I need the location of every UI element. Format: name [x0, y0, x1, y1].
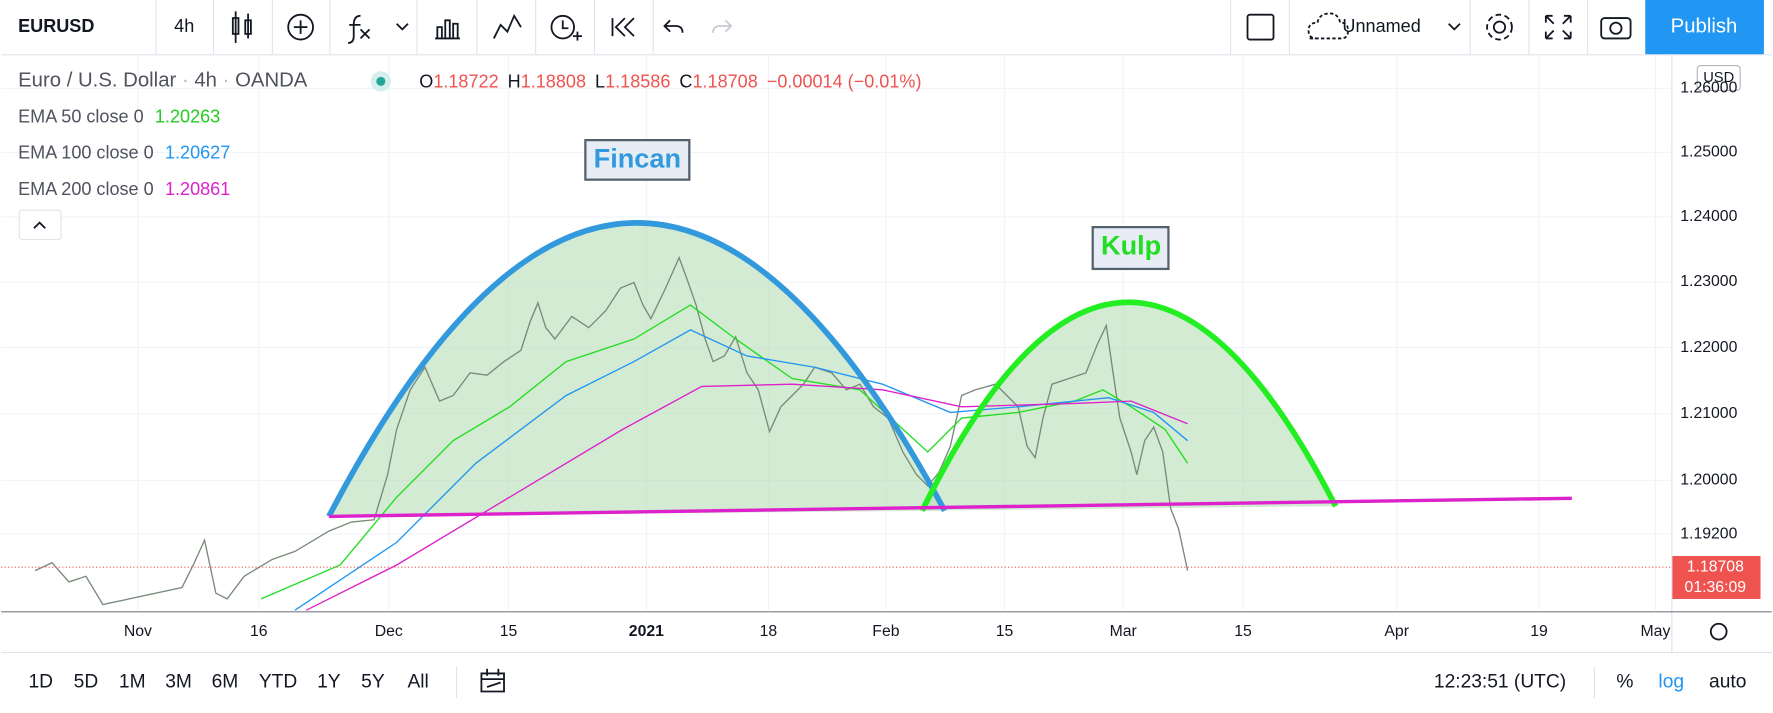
- chart-pane: Fincan Kulp Euro / U.S. Dollar · 4h · OA…: [1, 55, 1772, 652]
- change: −0.00014 (−0.01%): [767, 71, 922, 91]
- x-tick-label: Feb: [872, 623, 899, 640]
- y-tick-label: 1.24000: [1680, 208, 1737, 225]
- symbol[interactable]: EURUSD: [18, 16, 94, 36]
- annotation-box: [584, 138, 691, 181]
- x-tick-label: Apr: [1384, 623, 1409, 640]
- top-toolbar: EURUSD 4h Unnamed Publish: [1, 0, 1772, 56]
- x-tick-label: 15: [996, 623, 1014, 640]
- ohlc-label: O: [419, 71, 433, 91]
- range-button[interactable]: 3M: [165, 672, 192, 693]
- range-button[interactable]: 5D: [74, 672, 99, 693]
- indicator-name: EMA 200 close 0: [18, 179, 154, 199]
- range-button[interactable]: 1D: [28, 672, 53, 693]
- icons[interactable]: [231, 11, 1632, 44]
- y-tick-label: 1.25000: [1680, 144, 1737, 161]
- y-tick-label: 1.22000: [1680, 339, 1737, 356]
- interval-button[interactable]: 4h: [174, 16, 194, 36]
- y-tick-label: 1.19200: [1680, 525, 1737, 542]
- layout-name[interactable]: Unnamed: [1342, 16, 1420, 36]
- ohlc-value: 1.18586: [605, 71, 670, 91]
- range-button[interactable]: 1M: [119, 672, 146, 693]
- countdown: 01:36:09: [1685, 579, 1747, 596]
- price-tag: [1672, 556, 1761, 599]
- indicator-name: EMA 50 close 0: [18, 106, 144, 126]
- indicator-value: 1.20627: [165, 142, 230, 162]
- range-button[interactable]: All: [407, 672, 428, 693]
- range-button[interactable]: 5Y: [361, 672, 385, 693]
- y-tick-label: 1.26000: [1680, 80, 1737, 97]
- x-tick-label: 15: [500, 623, 518, 640]
- interval: 4h: [194, 70, 217, 92]
- x-tick-label: 16: [250, 623, 268, 640]
- indicator-name: EMA 100 close 0: [18, 142, 154, 162]
- symbol-name: Euro / U.S. Dollar: [18, 70, 176, 92]
- bottom-bar: 1D 5D 1M 3M 6M YTD 1Y 5Y All 12:23:51 (UTC) % lo…: [1, 651, 1772, 699]
- publish-button[interactable]: [1645, 0, 1764, 55]
- ohlc: O1.18722 H1.18808 L1.18586 C1.18708 −0.00014…: [419, 71, 921, 91]
- range-button[interactable]: 1Y: [317, 672, 341, 693]
- ohlc-value: 1.18808: [521, 71, 586, 91]
- x-tick-label: 19: [1530, 623, 1548, 640]
- y-tick-label: 1.21000: [1680, 405, 1737, 422]
- x-tick-label: Mar: [1110, 623, 1137, 640]
- annotation: Fincan: [594, 143, 681, 174]
- currency-box: [1696, 64, 1741, 91]
- x-tick-label: May: [1641, 623, 1671, 640]
- y-tick-label: 1.20000: [1680, 472, 1737, 489]
- x-tick-label: 18: [760, 623, 778, 640]
- publish-label[interactable]: Publish: [1671, 15, 1738, 37]
- x-tick-label: Dec: [375, 623, 403, 640]
- x-tick-label: 15: [1234, 623, 1252, 640]
- x-tick-label: 2021: [629, 623, 664, 640]
- annotation-box: [1091, 225, 1170, 271]
- indicator: EMA 200 close 0 1.20861: [18, 179, 230, 199]
- currency: USD: [1703, 70, 1734, 86]
- y-tick-label: 1.23000: [1680, 273, 1737, 290]
- collapse-button[interactable]: [18, 209, 62, 241]
- auto-toggle[interactable]: auto: [1709, 672, 1746, 693]
- log-toggle[interactable]: log: [1658, 672, 1684, 693]
- indicator-value: 1.20263: [155, 106, 220, 126]
- annotation: Kulp: [1101, 230, 1161, 261]
- range-button[interactable]: 6M: [212, 672, 239, 693]
- indicator-value: 1.20861: [165, 179, 230, 199]
- range-button[interactable]: YTD: [259, 672, 297, 693]
- ohlc-label: C: [679, 71, 692, 91]
- exchange: OANDA: [235, 70, 308, 92]
- ohlc-value: 1.18708: [692, 71, 757, 91]
- indicator: EMA 50 close 0 1.20263: [18, 106, 220, 126]
- x-tick-label: Nov: [124, 623, 152, 640]
- clock: 12:23:51 (UTC): [1434, 672, 1566, 693]
- indicator: EMA 100 close 0 1.20627: [18, 142, 230, 162]
- ohlc-label: H: [508, 71, 521, 91]
- legend-title: Euro / U.S. Dollar · 4h · OANDA: [18, 70, 308, 92]
- percent-toggle[interactable]: %: [1616, 672, 1633, 693]
- ohlc-value: 1.18722: [433, 71, 498, 91]
- drawings: [1, 220, 1672, 611]
- price-tag-label: 1.18708: [1687, 559, 1744, 576]
- ohlc-label: L: [595, 71, 605, 91]
